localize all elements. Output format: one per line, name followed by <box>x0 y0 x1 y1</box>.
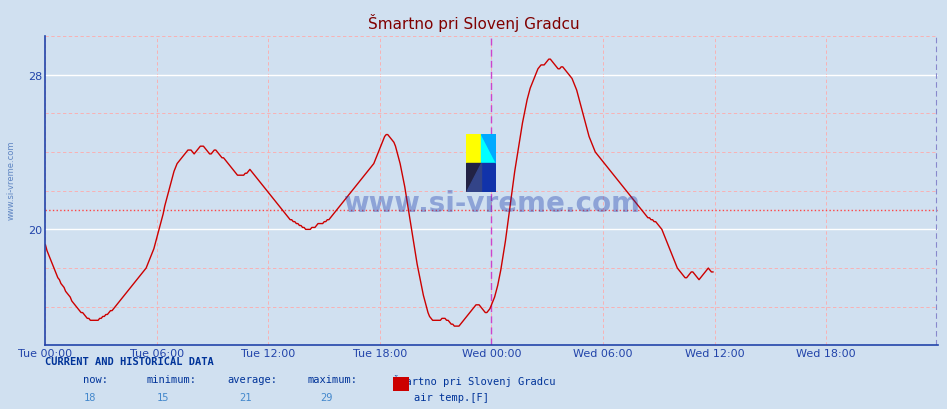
Text: 21: 21 <box>240 392 252 402</box>
Text: maximum:: maximum: <box>308 374 358 384</box>
Text: 15: 15 <box>156 392 169 402</box>
Bar <box>481 135 496 164</box>
Bar <box>466 135 481 164</box>
Text: minimum:: minimum: <box>147 374 197 384</box>
Bar <box>466 164 481 192</box>
Text: CURRENT AND HISTORICAL DATA: CURRENT AND HISTORICAL DATA <box>45 356 214 366</box>
Text: Šmartno pri Slovenj Gradcu: Šmartno pri Slovenj Gradcu <box>367 14 580 32</box>
Text: 18: 18 <box>83 392 96 402</box>
Text: average:: average: <box>227 374 277 384</box>
Polygon shape <box>481 135 496 164</box>
Text: air temp.[F]: air temp.[F] <box>414 392 489 402</box>
Text: Šmartno pri Slovenj Gradcu: Šmartno pri Slovenj Gradcu <box>393 374 556 386</box>
Text: www.si-vreme.com: www.si-vreme.com <box>343 190 640 218</box>
Text: 29: 29 <box>320 392 332 402</box>
Text: now:: now: <box>83 374 108 384</box>
Bar <box>481 164 496 192</box>
Polygon shape <box>466 164 481 192</box>
Text: www.si-vreme.com: www.si-vreme.com <box>7 140 16 220</box>
